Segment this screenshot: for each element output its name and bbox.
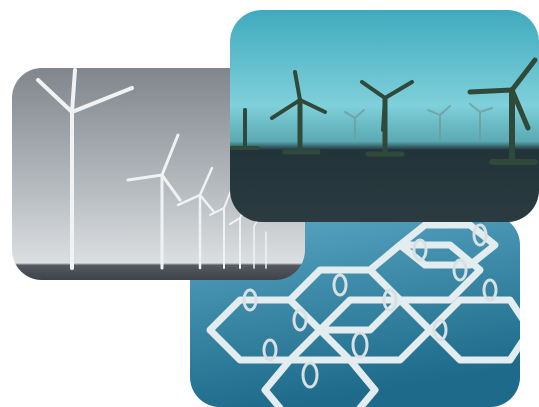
photo-shape [427,109,441,116]
photo-shape [482,278,498,302]
photo-shape [160,173,182,202]
photo-shape [383,80,414,100]
photo-shape [198,193,216,214]
shape-group [206,221,520,407]
photo-shape [469,103,481,113]
photo-shape [176,193,202,207]
photo-shape [229,217,241,225]
photo-shape [301,361,319,389]
photo-shape [351,331,369,359]
photo-shape [198,166,214,197]
photo-shape [381,96,387,132]
photo-hexagon-floats [190,215,520,407]
photo-shape [452,258,468,282]
shape-group [230,57,538,165]
photo-shape [36,78,74,114]
shape-group [242,223,498,389]
photo-shape [261,356,379,407]
shape-group [36,68,267,270]
photo-shape [298,98,327,114]
photo-shape [467,87,515,95]
photo-shape [270,98,302,120]
photo-shape [472,223,488,247]
photo-shape [412,238,428,262]
photo-shape [360,80,387,100]
photo-shape [354,109,365,119]
shape-group [344,103,493,141]
photo-shape [70,68,77,114]
photo-shape [426,296,520,364]
photo-tidal-turbines [230,10,539,222]
photo-shape [344,111,356,119]
photo-shape [209,207,225,216]
photo-shape [292,308,308,332]
photo-shape [382,288,398,312]
photo-shape [293,70,302,102]
photo-shape [262,338,278,362]
photo-shape [126,173,164,182]
photo-shape [432,318,448,342]
photo-shape [479,107,493,113]
photo-shape [509,87,531,131]
photo-shape [509,57,538,93]
photo-shape [242,288,258,312]
photo-shape [396,221,499,269]
photo-shape [332,273,348,297]
photo-shape [439,105,451,116]
photo-shape [160,133,180,177]
photo-shape [70,86,134,114]
